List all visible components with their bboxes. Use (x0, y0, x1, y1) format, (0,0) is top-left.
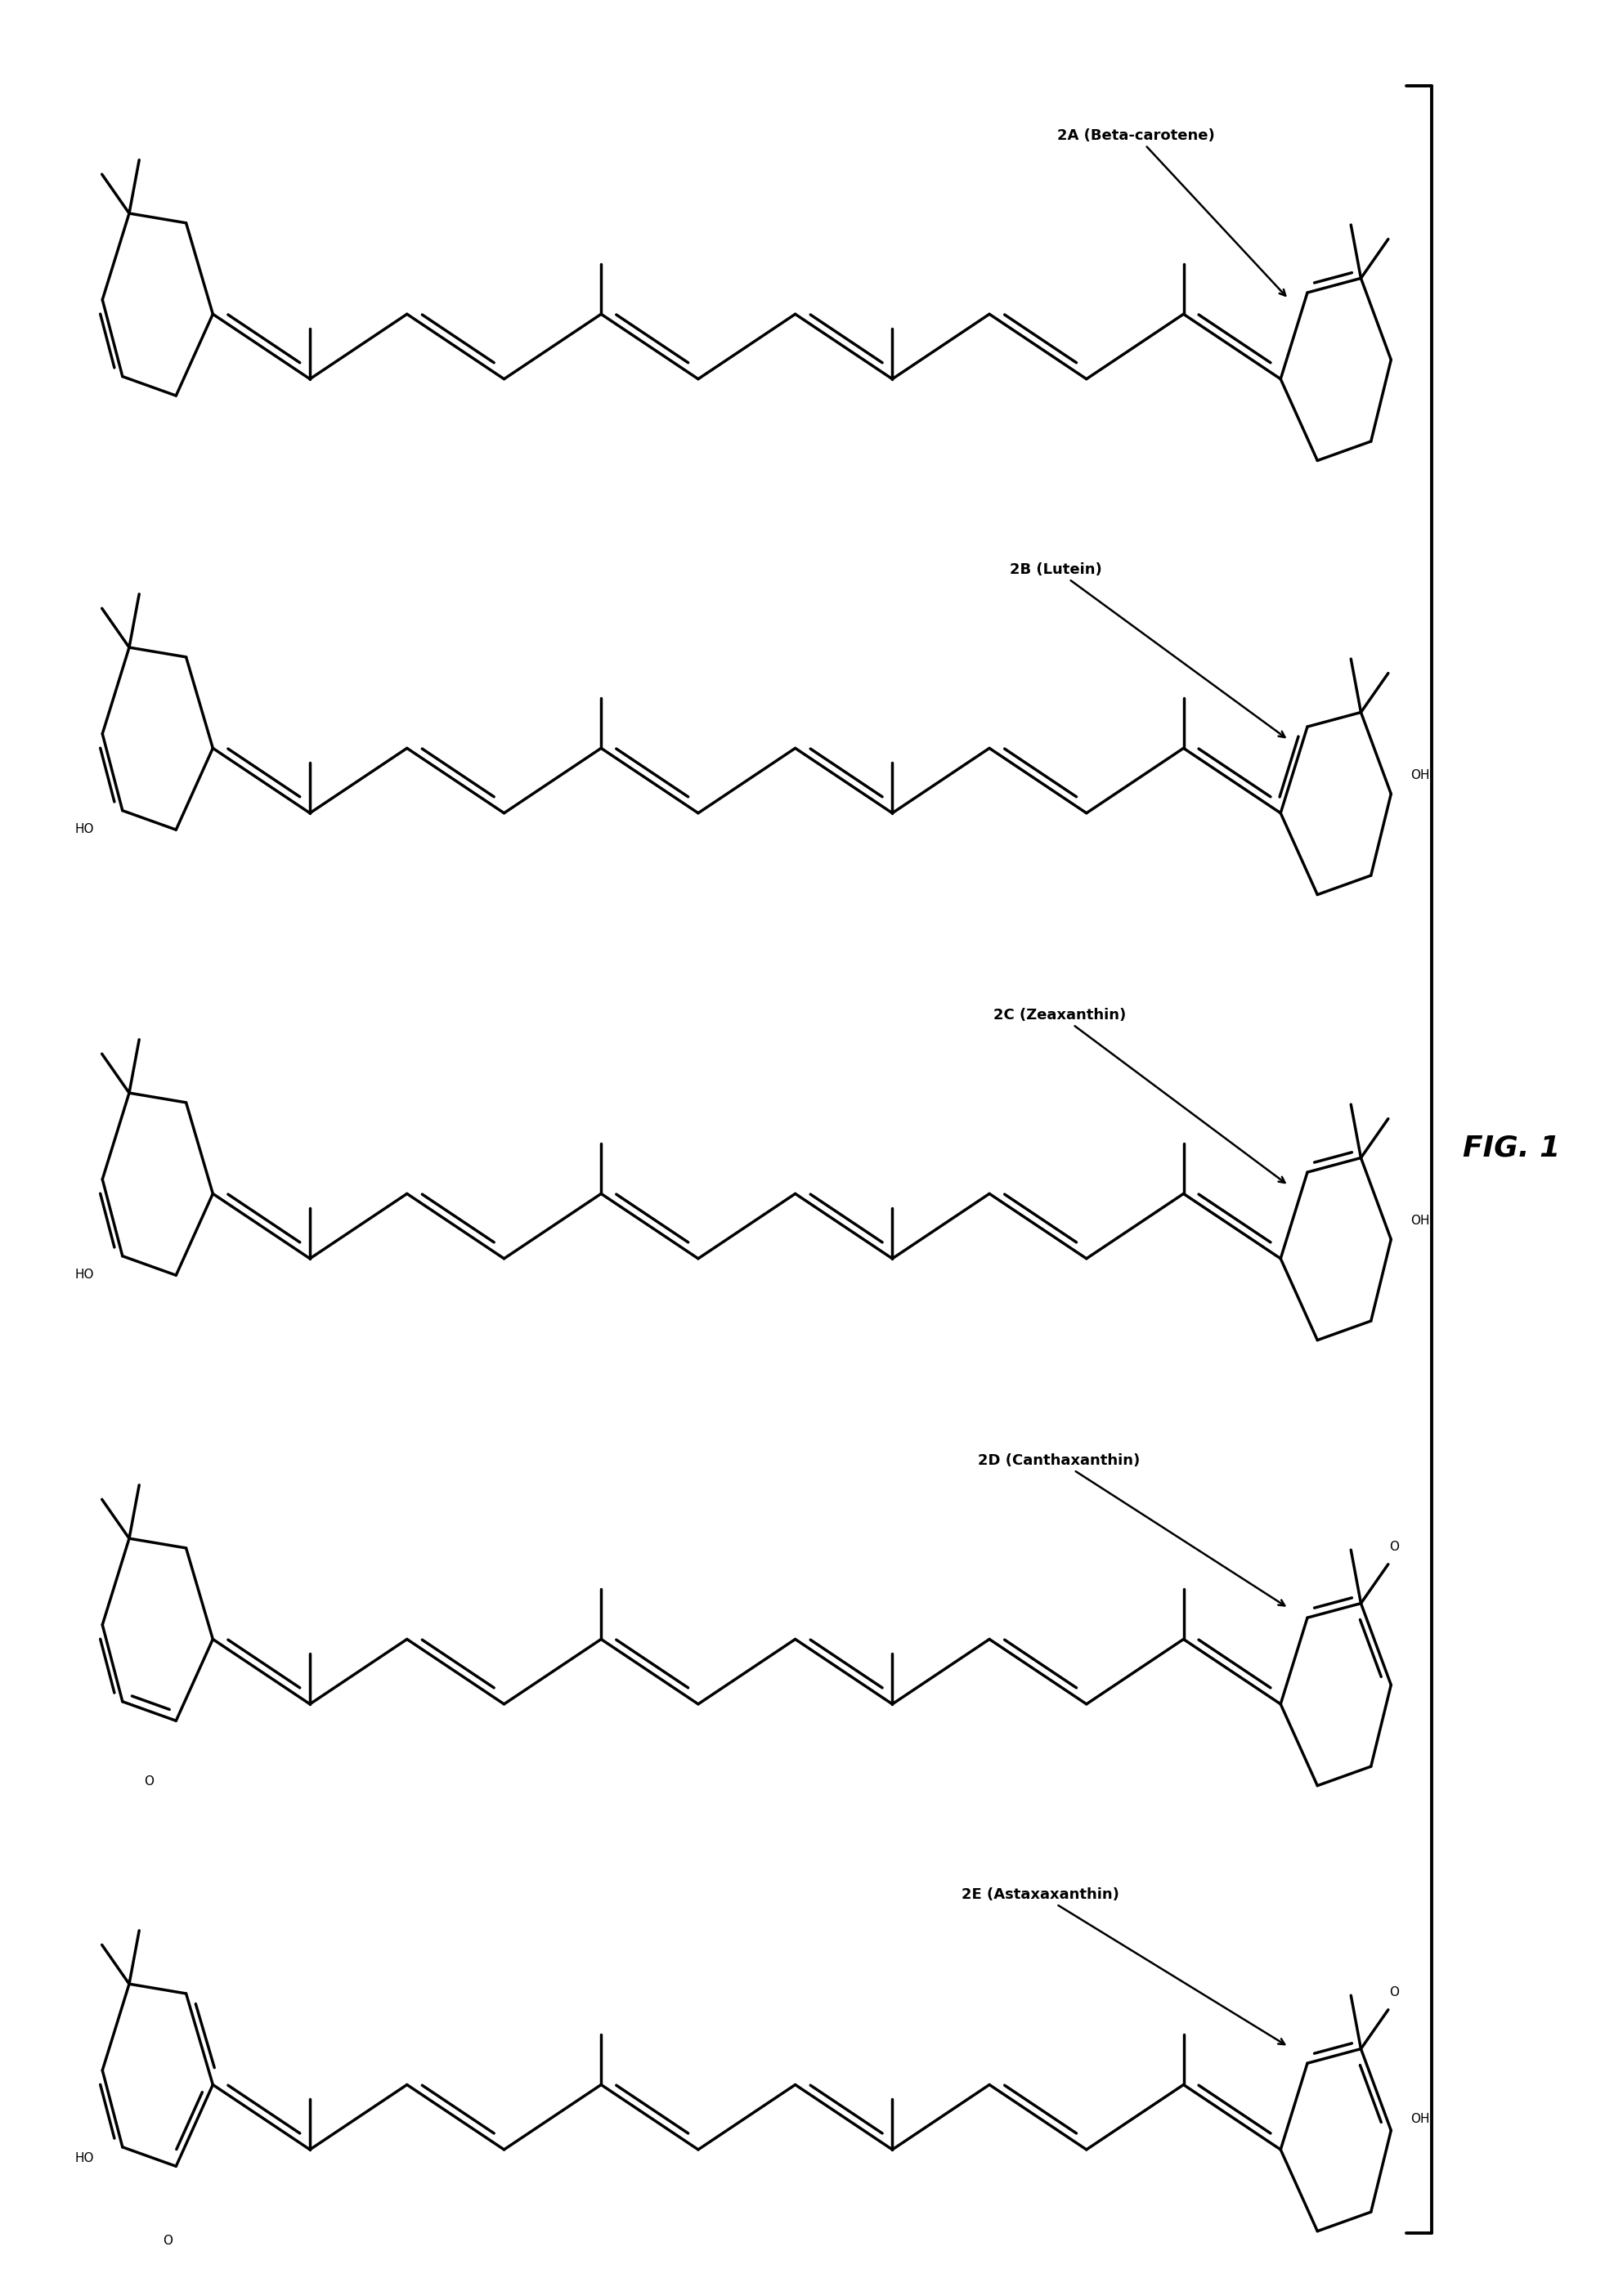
Text: 2D (Canthaxanthin): 2D (Canthaxanthin) (977, 1453, 1284, 1605)
Text: HO: HO (74, 822, 93, 836)
Text: OH: OH (1411, 769, 1430, 781)
Text: O: O (1390, 1986, 1400, 1998)
Text: 2A (Beta-carotene): 2A (Beta-carotene) (1058, 129, 1286, 296)
Text: OH: OH (1411, 1215, 1430, 1228)
Text: OH: OH (1411, 2112, 1430, 2126)
Text: 2C (Zeaxanthin): 2C (Zeaxanthin) (993, 1008, 1286, 1182)
Text: O: O (144, 1775, 154, 1786)
Text: 2B (Lutein): 2B (Lutein) (1010, 563, 1286, 737)
Text: 2E (Astaxaxanthin): 2E (Astaxaxanthin) (961, 1887, 1284, 2043)
Text: O: O (1390, 1541, 1400, 1552)
Text: HO: HO (74, 2151, 93, 2165)
Text: HO: HO (74, 1267, 93, 1281)
Text: O: O (164, 2234, 173, 2248)
Text: FIG. 1: FIG. 1 (1462, 1134, 1560, 1162)
